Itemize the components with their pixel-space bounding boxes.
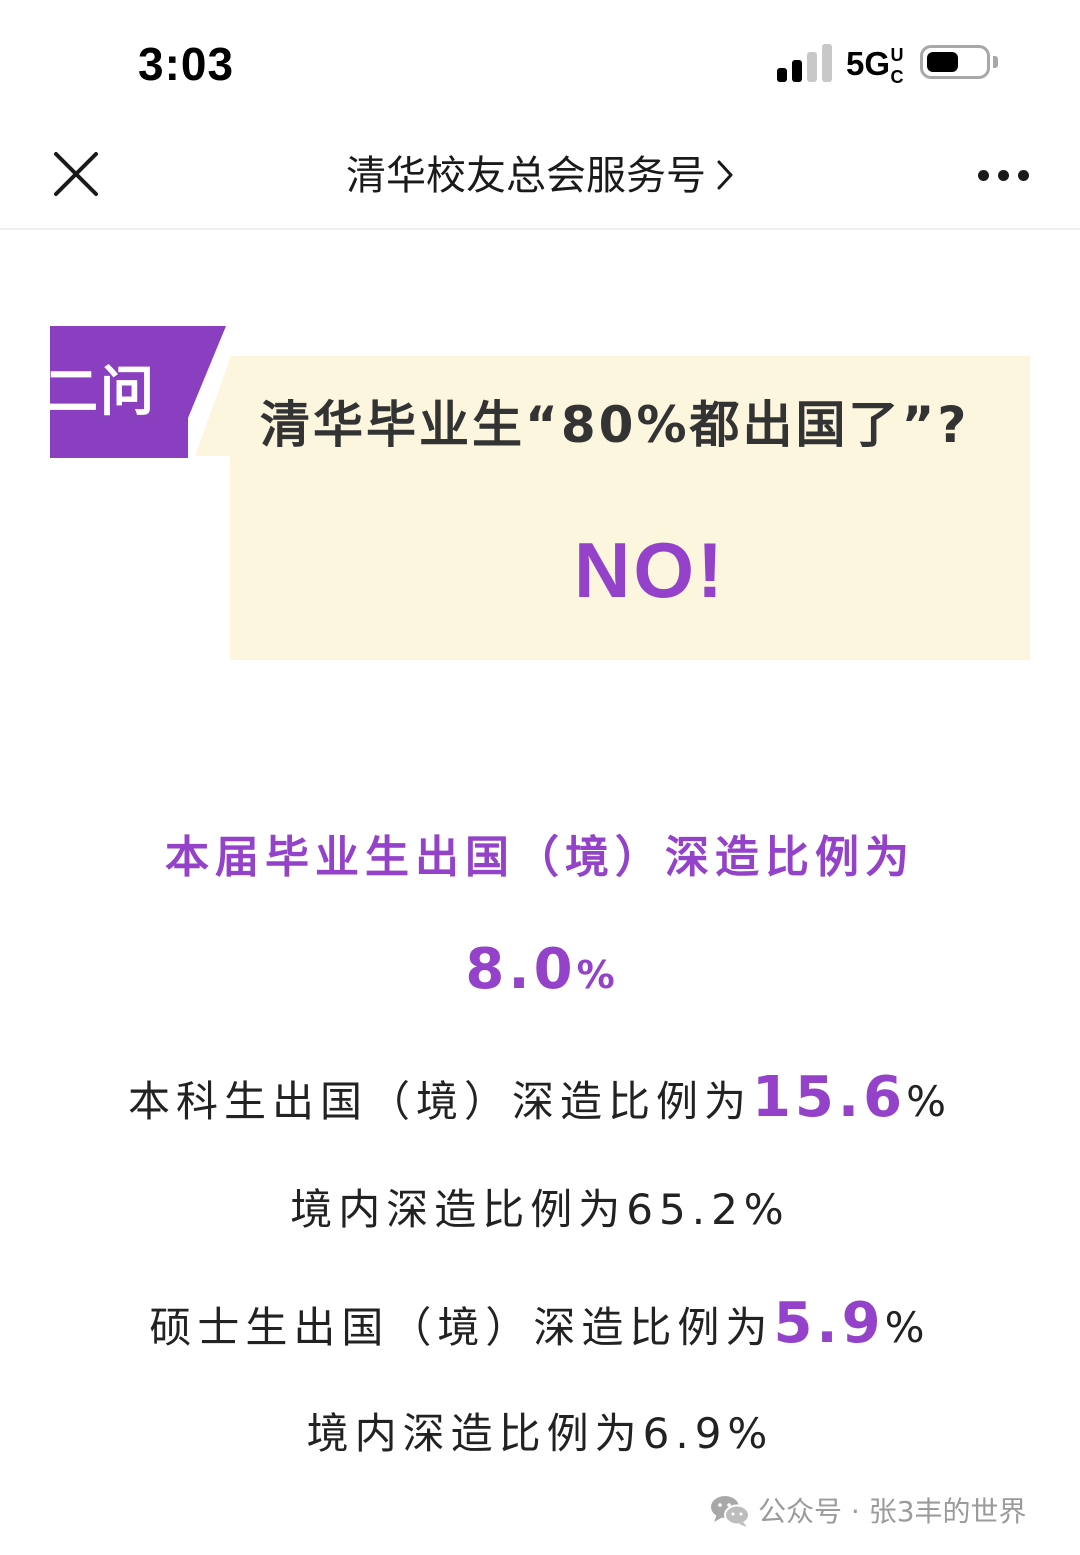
cellular-signal-icon <box>777 44 835 82</box>
question-card <box>230 356 1030 660</box>
undergrad-domestic-stat: 境内深造比例为65.2% <box>290 1185 790 1234</box>
undergrad-abroad-stat: 本科生出国（境）深造比例为15.6% <box>127 1065 953 1130</box>
more-dots-icon <box>978 170 989 181</box>
watermark-text: 公众号 · 张3丰的世界 <box>758 1495 1027 1528</box>
wechat-icon <box>711 1496 750 1527</box>
question-tag-label: 二问 <box>44 360 156 423</box>
card-notch <box>195 356 231 456</box>
question-answer: NO! <box>574 526 726 614</box>
battery-cap <box>993 56 998 68</box>
master-abroad-stat: 硕士生出国（境）深造比例为5.9% <box>149 1291 931 1356</box>
status-bar: 3:03 5GU C <box>0 0 1080 120</box>
network-type: 5GU C <box>846 45 904 87</box>
headline-stat-label: 本届毕业生出国（境）深造比例为 <box>165 832 915 883</box>
close-button[interactable] <box>50 148 102 200</box>
nav-bar: 清华校友总会服务号 <box>0 120 1080 230</box>
question-tag-shape <box>50 326 226 458</box>
chevron-right-icon <box>717 160 733 190</box>
account-title: 清华校友总会服务号 <box>346 153 706 199</box>
account-title-link[interactable]: 清华校友总会服务号 <box>0 148 1080 204</box>
question-text: 清华毕业生“80%都出国了”? <box>260 396 970 454</box>
watermark: 公众号 · 张3丰的世界 <box>710 1490 1027 1534</box>
status-time: 3:03 <box>138 38 235 90</box>
battery-icon <box>920 45 990 79</box>
close-icon <box>54 152 98 196</box>
master-domestic-stat: 境内深造比例为6.9% <box>306 1409 774 1458</box>
more-options-button[interactable] <box>974 160 1034 190</box>
headline-stat-value: 8.0% <box>465 937 615 1002</box>
